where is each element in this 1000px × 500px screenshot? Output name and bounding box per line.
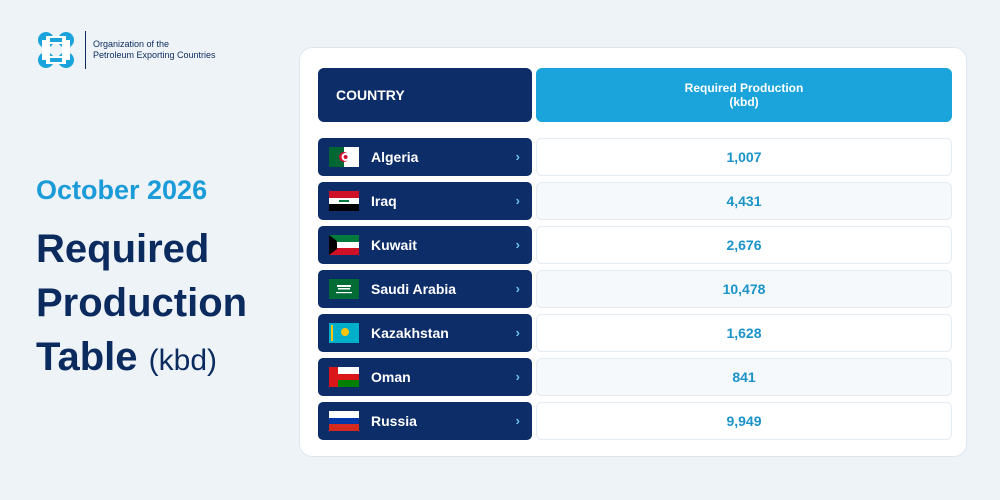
title-line1: Required — [36, 227, 210, 271]
table-row: Algeria › 1,007 — [318, 138, 952, 176]
table-row: Saudi Arabia › 10,478 — [318, 270, 952, 308]
title-line2: Production — [36, 281, 248, 325]
country-name: Saudi Arabia — [371, 281, 457, 297]
org-name-line1: Organization of the — [93, 39, 170, 49]
production-table: COUNTRY Required Production (kbd) Algeri… — [300, 48, 966, 456]
country-cell[interactable]: Iraq › — [318, 182, 532, 220]
column-header-production: Required Production (kbd) — [536, 68, 952, 122]
chevron-right-icon: › — [515, 237, 520, 252]
production-value: 1,007 — [536, 138, 952, 176]
table-row: Kuwait › 2,676 — [318, 226, 952, 264]
country-cell[interactable]: Saudi Arabia › — [318, 270, 532, 308]
production-value: 10,478 — [536, 270, 952, 308]
country-name: Algeria — [371, 149, 419, 165]
russia-flag-icon — [329, 411, 359, 431]
country-name: Iraq — [371, 193, 397, 209]
country-cell[interactable]: Russia › — [318, 402, 532, 440]
chevron-right-icon: › — [515, 413, 520, 428]
title-line3-text: Table — [36, 335, 138, 379]
kazakhstan-flag-icon — [329, 323, 359, 343]
country-cell[interactable]: Oman › — [318, 358, 532, 396]
opec-logo: Organization of the Petroleum Exporting … — [36, 30, 216, 70]
production-value: 4,431 — [536, 182, 952, 220]
title-line3: Table (kbd) — [36, 330, 247, 388]
country-name: Russia — [371, 413, 417, 429]
kuwait-flag-icon — [329, 235, 359, 255]
algeria-flag-icon — [329, 147, 359, 167]
chevron-right-icon: › — [515, 281, 520, 296]
date-subtitle: October 2026 — [36, 175, 208, 205]
chevron-right-icon: › — [515, 325, 520, 340]
logo-divider — [85, 31, 86, 69]
country-cell[interactable]: Algeria › — [318, 138, 532, 176]
country-cell[interactable]: Kazakhstan › — [318, 314, 532, 352]
column-header-country: COUNTRY — [318, 68, 532, 122]
country-cell[interactable]: Kuwait › — [318, 226, 532, 264]
country-name: Kuwait — [371, 237, 417, 253]
production-value: 1,628 — [536, 314, 952, 352]
country-name: Kazakhstan — [371, 325, 449, 341]
table-row: Russia › 9,949 — [318, 402, 952, 440]
chevron-right-icon: › — [515, 369, 520, 384]
oman-flag-icon — [329, 367, 359, 387]
chevron-right-icon: › — [515, 149, 520, 164]
title-unit: (kbd) — [148, 344, 217, 377]
saudi-arabia-flag-icon — [329, 279, 359, 299]
production-value: 9,949 — [536, 402, 952, 440]
production-value: 841 — [536, 358, 952, 396]
org-name: Organization of the Petroleum Exporting … — [93, 39, 216, 61]
page-title: Required Production Table (kbd) — [36, 222, 247, 388]
table-row: Iraq › 4,431 — [318, 182, 952, 220]
country-name: Oman — [371, 369, 411, 385]
production-value: 2,676 — [536, 226, 952, 264]
table-row: Kazakhstan › 1,628 — [318, 314, 952, 352]
org-name-line2: Petroleum Exporting Countries — [93, 50, 216, 60]
table-row: Oman › 841 — [318, 358, 952, 396]
chevron-right-icon: › — [515, 193, 520, 208]
iraq-flag-icon — [329, 191, 359, 211]
opec-logo-icon — [38, 32, 74, 68]
